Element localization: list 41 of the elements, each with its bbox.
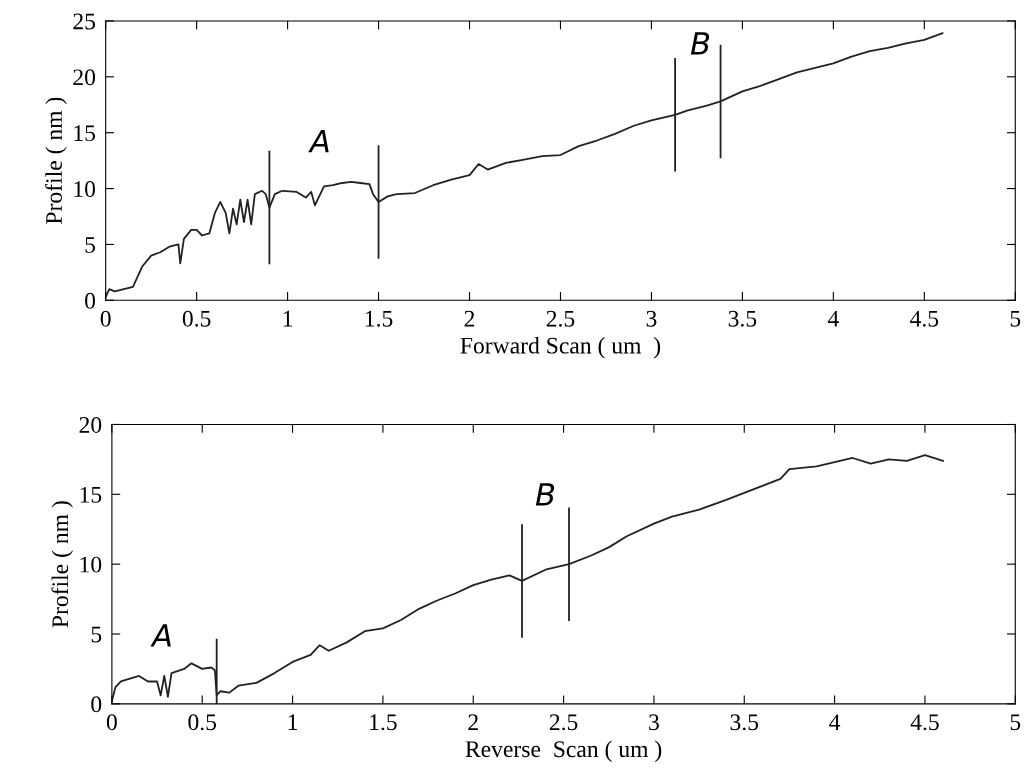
y-tick-label: 10 <box>74 181 96 197</box>
x-tick-label: 3.5 <box>728 310 757 327</box>
x-tick-label: 0.5 <box>182 310 211 327</box>
x-tick-label: 2.5 <box>546 310 575 327</box>
y-tick-label: 5 <box>85 237 96 253</box>
y-axis-title: Profile ( nm ) <box>45 97 67 224</box>
line-series <box>105 32 944 298</box>
x-axis-title: Reverse Scan ( um ) <box>465 740 662 762</box>
x-tick-label: 1.5 <box>370 714 397 731</box>
y-tick-label: 5 <box>91 626 102 643</box>
x-tick-label: 3.5 <box>730 714 759 731</box>
y-tick-label: 0 <box>85 292 96 309</box>
annotation: A <box>150 624 171 647</box>
y-tick-label: 0 <box>91 696 102 713</box>
x-tick-label: 5 <box>1010 714 1021 731</box>
y-tick-label: 20 <box>79 416 102 433</box>
x-tick-label: 4 <box>829 714 841 730</box>
y-tick-label: 25 <box>73 13 96 30</box>
x-tick-label: 5 <box>1010 310 1021 327</box>
y-tick-label: 15 <box>74 125 96 142</box>
x-tick-label: 2.5 <box>549 714 578 731</box>
x-tick-label: 3 <box>646 310 657 327</box>
x-tick-label: 1.5 <box>365 310 393 327</box>
y-axis-title: Profile ( nm ) <box>51 501 73 628</box>
y-tick-label: 20 <box>73 69 96 86</box>
annotation: A <box>308 130 329 153</box>
x-axis-title: Forward Scan ( um ) <box>460 337 661 359</box>
y-tick-label: 15 <box>80 486 102 503</box>
x-tick-label: 4 <box>827 310 839 327</box>
x-tick-label: 2 <box>468 714 478 730</box>
x-tick-label: 0 <box>106 714 117 731</box>
x-tick-label: 1 <box>288 714 298 730</box>
x-tick-label: 4.5 <box>910 310 939 327</box>
x-tick-label: 1 <box>283 310 293 327</box>
y-tick-label: 10 <box>80 556 102 573</box>
annotation: B <box>535 483 555 506</box>
x-tick-label: 4.5 <box>910 714 939 731</box>
annotation: B <box>690 32 710 55</box>
x-tick-label: 3 <box>649 714 659 731</box>
x-tick-label: 2 <box>464 310 475 327</box>
x-tick-label: 0.5 <box>188 714 217 731</box>
